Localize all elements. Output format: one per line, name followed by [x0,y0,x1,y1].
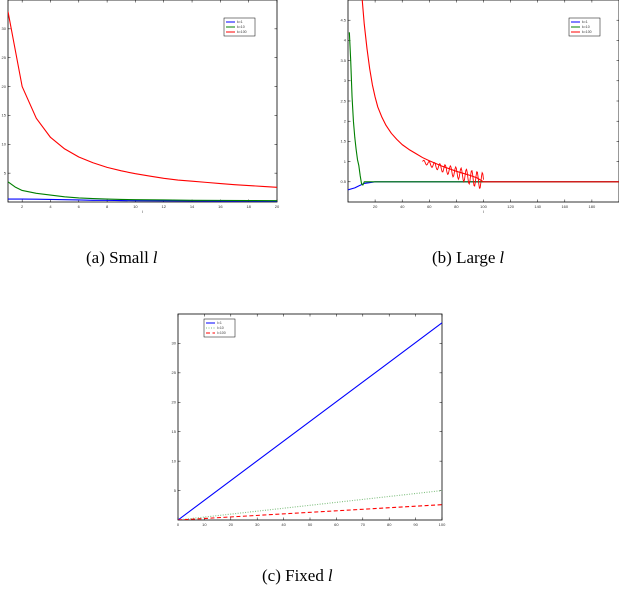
y-tick-label: 30 [172,341,177,346]
y-tick-label: 4 [344,38,347,43]
x-tick-label: 18 [246,204,251,209]
x-tick-label: 100 [480,204,487,209]
series-oscillation [422,159,484,189]
x-tick-label: 6 [78,204,81,209]
caption-label: (a) Small [86,248,149,267]
x-tick-label: 0 [177,522,180,527]
x-tick-label: 12 [162,204,167,209]
x-tick-label: 100 [439,522,446,527]
series-line-3 [178,504,442,520]
y-tick-label: 25 [2,55,7,60]
y-tick-label: 15 [172,429,177,434]
y-tick-label: 20 [172,400,177,405]
x-tick-label: 30 [255,522,260,527]
y-tick-label: 1 [344,159,347,164]
chart-small-l: 2 4 6 8 10 12 14 16 18 20 5 10 15 20 25 30 l k=1k=10k=100 [2,0,280,214]
x-tick-label: 40 [400,204,405,209]
series-line-1 [348,181,619,191]
caption-variable: l [327,566,333,585]
y-tick-label: 15 [2,113,7,118]
x-tick-label: 16 [218,204,223,209]
y-tick-label: 5 [4,170,7,175]
y-tick-label: 2 [344,119,347,124]
series-group [8,11,277,202]
chart-panel-large-l: 20 40 60 80 100 120 140 160 180 0.5 1 1.5 2 2.5 3 3.5 4 4… [340,0,619,230]
series-line-2 [8,181,277,202]
caption-variable: l [152,248,158,267]
series-line-3 [361,0,619,183]
caption-label: (c) Fixed [262,566,324,585]
x-tick-label: 20 [373,204,378,209]
y-tick-label: 2.5 [340,98,346,103]
caption-label: (b) Large [432,248,496,267]
x-tick-label: 70 [361,522,366,527]
legend-label: k=100 [237,30,247,34]
x-tick-label: 60 [427,204,432,209]
x-tick-label: 40 [281,522,286,527]
y-tick-label: 30 [2,26,7,31]
series-line-3 [8,11,277,188]
y-tick-label: 5 [174,488,177,493]
y-tick-label: 4.5 [340,18,346,23]
x-tick-label: 2 [21,204,24,209]
legend-label: l=100 [217,331,226,335]
x-tick-label: 90 [413,522,418,527]
y-tick-label: 20 [2,84,7,89]
chart-panel-small-l: 2 4 6 8 10 12 14 16 18 20 5 10 15 20 25 30 l k=1 k=10 k=100 [0,0,280,230]
x-tick-label: 80 [454,204,459,209]
x-tick-label: 4 [49,204,52,209]
x-tick-label: 160 [561,204,568,209]
x-tick-label: 8 [106,204,109,209]
caption-variable: l [499,248,505,267]
legend-label: l=10 [217,326,224,330]
x-tick-label: 50 [308,522,313,527]
series-line-2 [178,490,442,520]
x-tick-label: 20 [229,522,234,527]
legend-label: k=100 [582,30,592,34]
x-tick-label: 120 [507,204,514,209]
x-tick-label: 10 [202,522,207,527]
x-tick-label: 80 [387,522,392,527]
legend-label: k=10 [582,25,590,29]
legend-label: k=10 [237,25,245,29]
x-tick-label: 180 [589,204,596,209]
series-line-1 [8,198,277,202]
x-tick-label: 10 [133,204,138,209]
legend-label: k=1 [237,20,243,24]
caption-small-l: (a) Small l [86,248,158,268]
series-group [178,322,442,520]
x-axis-label: l [142,209,143,214]
chart-large-l: 20 40 60 80 100 120 140 160 180 0.5 1 1.5 2 2.5 3 3.5 4 4… [340,0,619,214]
y-tick-label: 25 [172,370,177,375]
y-tick-label: 3.5 [340,58,346,63]
x-axis-label: l [483,209,484,214]
legend-label: k=1 [582,20,588,24]
chart-panel-fixed-l: 0 10 20 30 40 50 60 70 80 90 100 5 10 15 20 25 30 l=1 l=10… [160,300,450,530]
y-tick-label: 3 [344,78,347,83]
series-line-2 [348,32,619,186]
caption-fixed-l: (c) Fixed l [262,566,333,586]
y-tick-label: 10 [172,458,177,463]
series-line-1 [178,322,442,520]
plot-frame [7,0,278,203]
y-tick-label: 10 [2,142,7,147]
y-tick-label: 1.5 [340,139,346,144]
x-tick-label: 60 [334,522,339,527]
legend-label: l=1 [217,321,222,325]
chart-fixed-l: 0 10 20 30 40 50 60 70 80 90 10051015202530l=1l=10… [172,313,446,527]
x-tick-label: 14 [190,204,195,209]
x-tick-label: 140 [534,204,541,209]
plot-frame [177,313,443,521]
caption-large-l: (b) Large l [432,248,504,268]
x-tick-label: 20 [275,204,280,209]
series-group [348,0,619,191]
y-tick-label: 0.5 [340,179,346,184]
